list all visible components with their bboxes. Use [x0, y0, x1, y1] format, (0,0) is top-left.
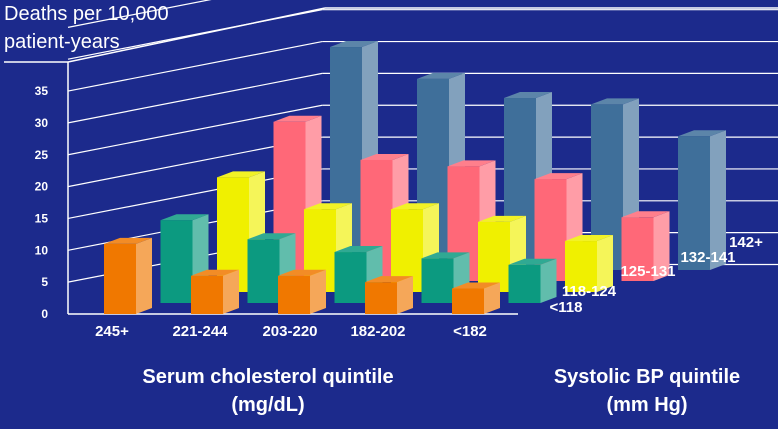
bar [678, 130, 726, 270]
bar-top [247, 233, 296, 240]
y-tick-label: 10 [35, 243, 49, 257]
bar-side [136, 237, 152, 314]
bar-top [678, 130, 726, 137]
depth-axis-title-line1: Systolic BP quintile [553, 366, 741, 388]
bar-top [330, 41, 378, 48]
y-tick-label: 35 [35, 84, 49, 98]
bar-top [534, 173, 583, 180]
x-tick-label: 221-244 [172, 323, 228, 340]
bar-front [278, 275, 310, 314]
bar-top [191, 269, 239, 276]
gridlines [4, 0, 778, 315]
y-tick-label: 0 [41, 307, 48, 321]
bar [160, 214, 209, 303]
bar-front [565, 241, 597, 292]
bar-top [104, 237, 152, 244]
bar-top [621, 211, 670, 218]
bar-top [478, 215, 526, 222]
bar [365, 276, 413, 314]
bar-top [365, 276, 413, 283]
gridline [67, 104, 323, 156]
y-tick-label: 5 [41, 275, 48, 289]
depth-tick-label: 118-124 [562, 283, 617, 300]
bar-top [334, 246, 383, 253]
bar-top [391, 203, 439, 210]
bar-side [710, 130, 726, 270]
bar-front [452, 288, 484, 314]
gridline [67, 72, 323, 124]
bar-front [191, 275, 223, 314]
bar [421, 252, 470, 303]
bar-front [621, 217, 654, 281]
bar-front [160, 220, 193, 303]
bar-top [304, 203, 352, 210]
bar-front [365, 282, 397, 314]
bar [508, 258, 557, 303]
depth-tick-label: 132-141 [680, 249, 735, 266]
bar-top [417, 72, 465, 79]
bar-front [508, 264, 541, 303]
series-0 [104, 237, 500, 314]
bar-top [447, 160, 496, 167]
bar-front [334, 252, 367, 303]
y-tick-label: 25 [35, 148, 49, 162]
y-axis-title-line2: patient-years [4, 31, 120, 53]
bar-side [484, 282, 500, 314]
x-tick-label: 245+ [95, 323, 129, 340]
bar-top [217, 171, 265, 178]
bar-front [104, 243, 136, 314]
x-axis-title-line1: Serum cholesterol quintile [142, 366, 394, 388]
y-tick-label: 30 [35, 116, 49, 130]
bar-top [565, 235, 613, 242]
bar-front [247, 239, 280, 303]
bar-front [678, 136, 710, 270]
bar [104, 237, 152, 314]
wall-top-edge [67, 7, 326, 63]
x-tick-label: 203-220 [262, 323, 317, 340]
bar [278, 269, 326, 314]
bar-top [452, 282, 500, 289]
bar [565, 235, 613, 292]
gridline [67, 40, 323, 92]
bar-top [273, 115, 322, 122]
x-tick-label: <182 [453, 323, 487, 340]
bar-side [597, 235, 613, 292]
bar-side [653, 211, 670, 281]
depth-axis-title-line2: (mm Hg) [606, 394, 688, 416]
bar-top [591, 98, 639, 105]
bar-side [223, 269, 239, 314]
gridline [67, 0, 212, 28]
bar-top [508, 258, 557, 265]
bar-top [504, 92, 552, 99]
depth-tick-label: <118 [550, 299, 583, 316]
y-tick-label: 20 [35, 180, 49, 194]
y-tick-label: 15 [35, 211, 49, 225]
bar-top [421, 252, 470, 259]
bar-top [278, 269, 326, 276]
bar-top [360, 153, 409, 160]
bar-front [478, 221, 510, 292]
x-axis-title-line2: (mg/dL) [231, 394, 305, 416]
y-axis-title-line1: Deaths per 10,000 [4, 3, 169, 25]
bar-side [310, 269, 326, 314]
bar [621, 211, 670, 281]
bar-front [421, 258, 454, 303]
bar [191, 269, 239, 314]
x-tick-label: 182-202 [350, 323, 405, 340]
bar [452, 282, 500, 314]
bar-side [397, 276, 413, 314]
bar-side [540, 258, 557, 303]
depth-tick-label: 142+ [729, 234, 763, 251]
bar-top [160, 214, 209, 221]
depth-tick-label: 125-131 [620, 263, 675, 280]
